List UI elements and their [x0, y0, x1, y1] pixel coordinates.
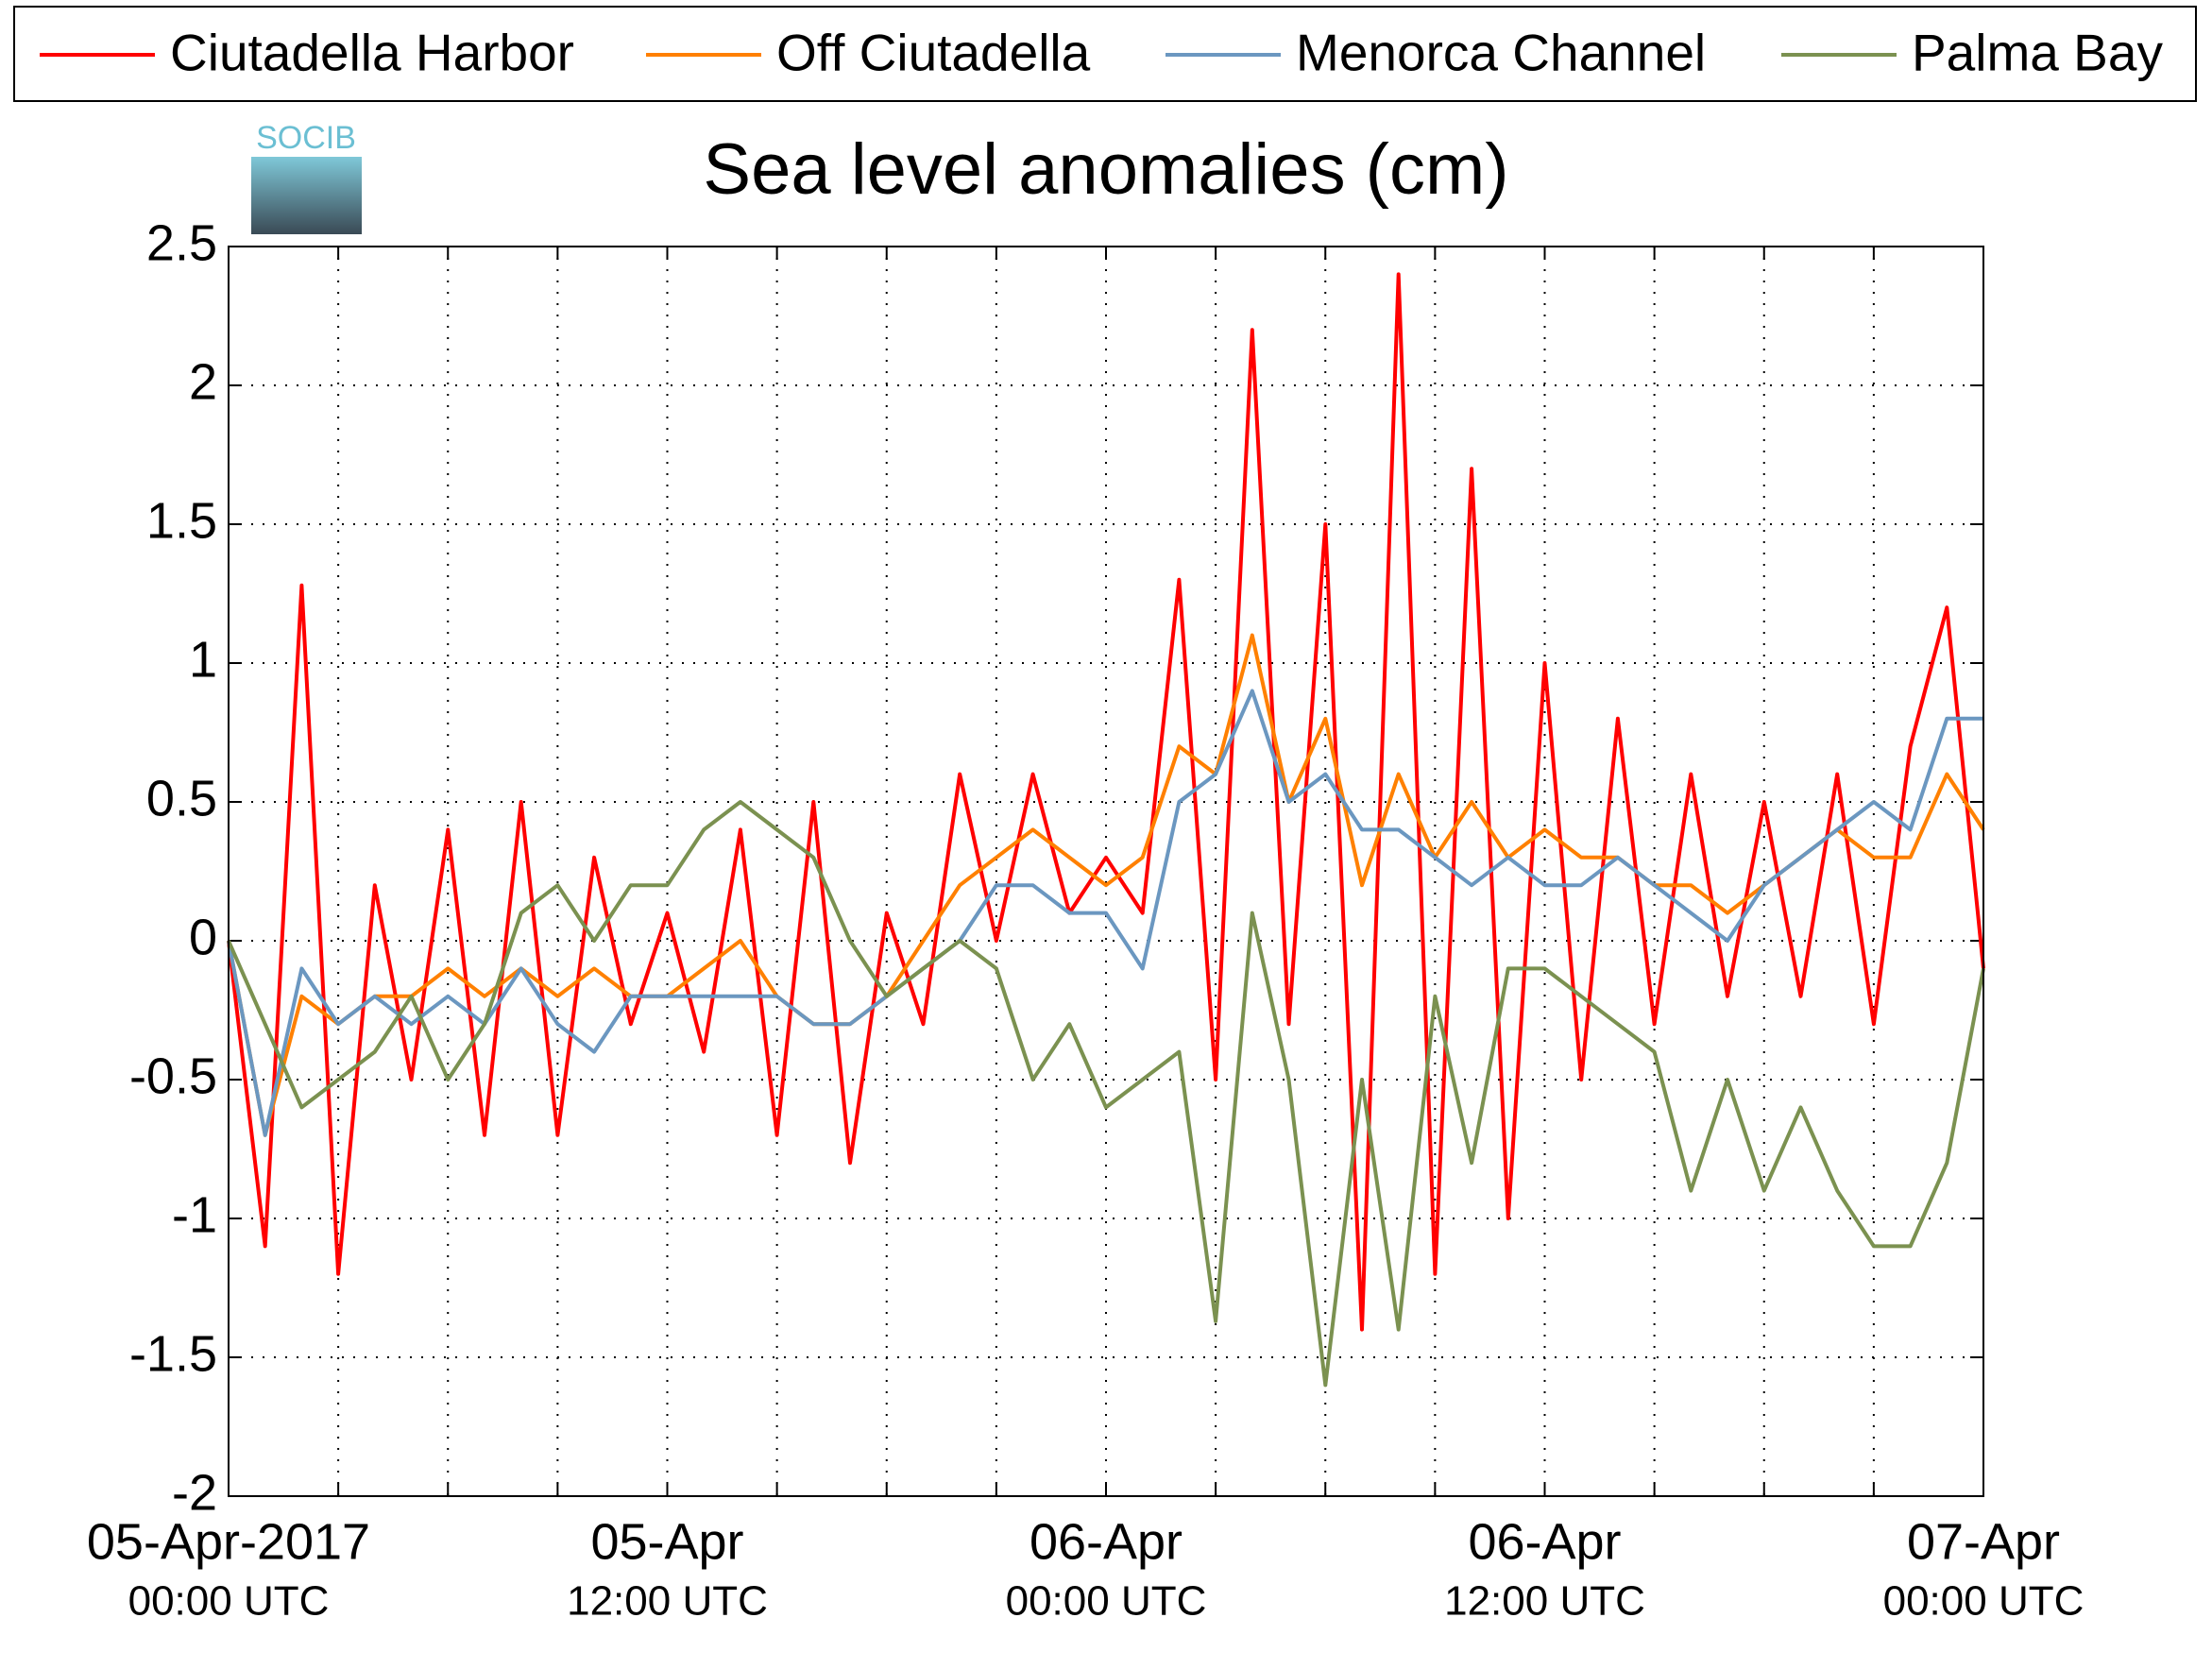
logo-image: [251, 157, 362, 234]
x-tick-label: 07-Apr: [1907, 1513, 2060, 1570]
y-tick-label: 1: [189, 631, 217, 688]
x-tick-sublabel: 00:00 UTC: [1006, 1578, 1207, 1625]
x-tick-label: 06-Apr: [1468, 1513, 1621, 1570]
legend-label: Palma Bay: [1912, 24, 2163, 82]
y-tick-label: 0.5: [146, 770, 217, 826]
x-tick-sublabel: 12:00 UTC: [567, 1578, 768, 1625]
data-line: [227, 689, 1983, 1137]
y-tick-label: 1.5: [146, 492, 217, 549]
y-tick-label: 0: [189, 909, 217, 965]
x-tick-sublabel: 12:00 UTC: [1444, 1578, 1645, 1625]
logo: SOCIB: [251, 120, 362, 234]
data-line: [227, 272, 1985, 1332]
y-tick-label: -2: [172, 1464, 217, 1521]
x-tick-label: 05-Apr: [590, 1513, 743, 1570]
x-tick-sublabel: 00:00 UTC: [128, 1578, 330, 1625]
legend-label: Ciutadella Harbor: [170, 24, 574, 82]
logo-text: SOCIB: [256, 120, 356, 156]
y-tick-label: 2.5: [146, 214, 217, 271]
legend-label: Off Ciutadella: [776, 24, 1091, 82]
y-tick-label: -1.5: [129, 1325, 217, 1382]
x-tick-label: 06-Apr: [1029, 1513, 1183, 1570]
x-tick-sublabel: 00:00 UTC: [1883, 1578, 2084, 1625]
y-tick-label: -0.5: [129, 1047, 217, 1104]
data-line: [227, 800, 1985, 1388]
y-tick-label: -1: [172, 1186, 217, 1243]
x-tick-label: 05-Apr-2017: [87, 1513, 370, 1570]
plot-frame: [228, 246, 1984, 1497]
y-tick-label: 2: [189, 353, 217, 410]
chart-title: Sea level anomalies (cm): [703, 129, 1508, 210]
legend-label: Menorca Channel: [1296, 24, 1706, 82]
